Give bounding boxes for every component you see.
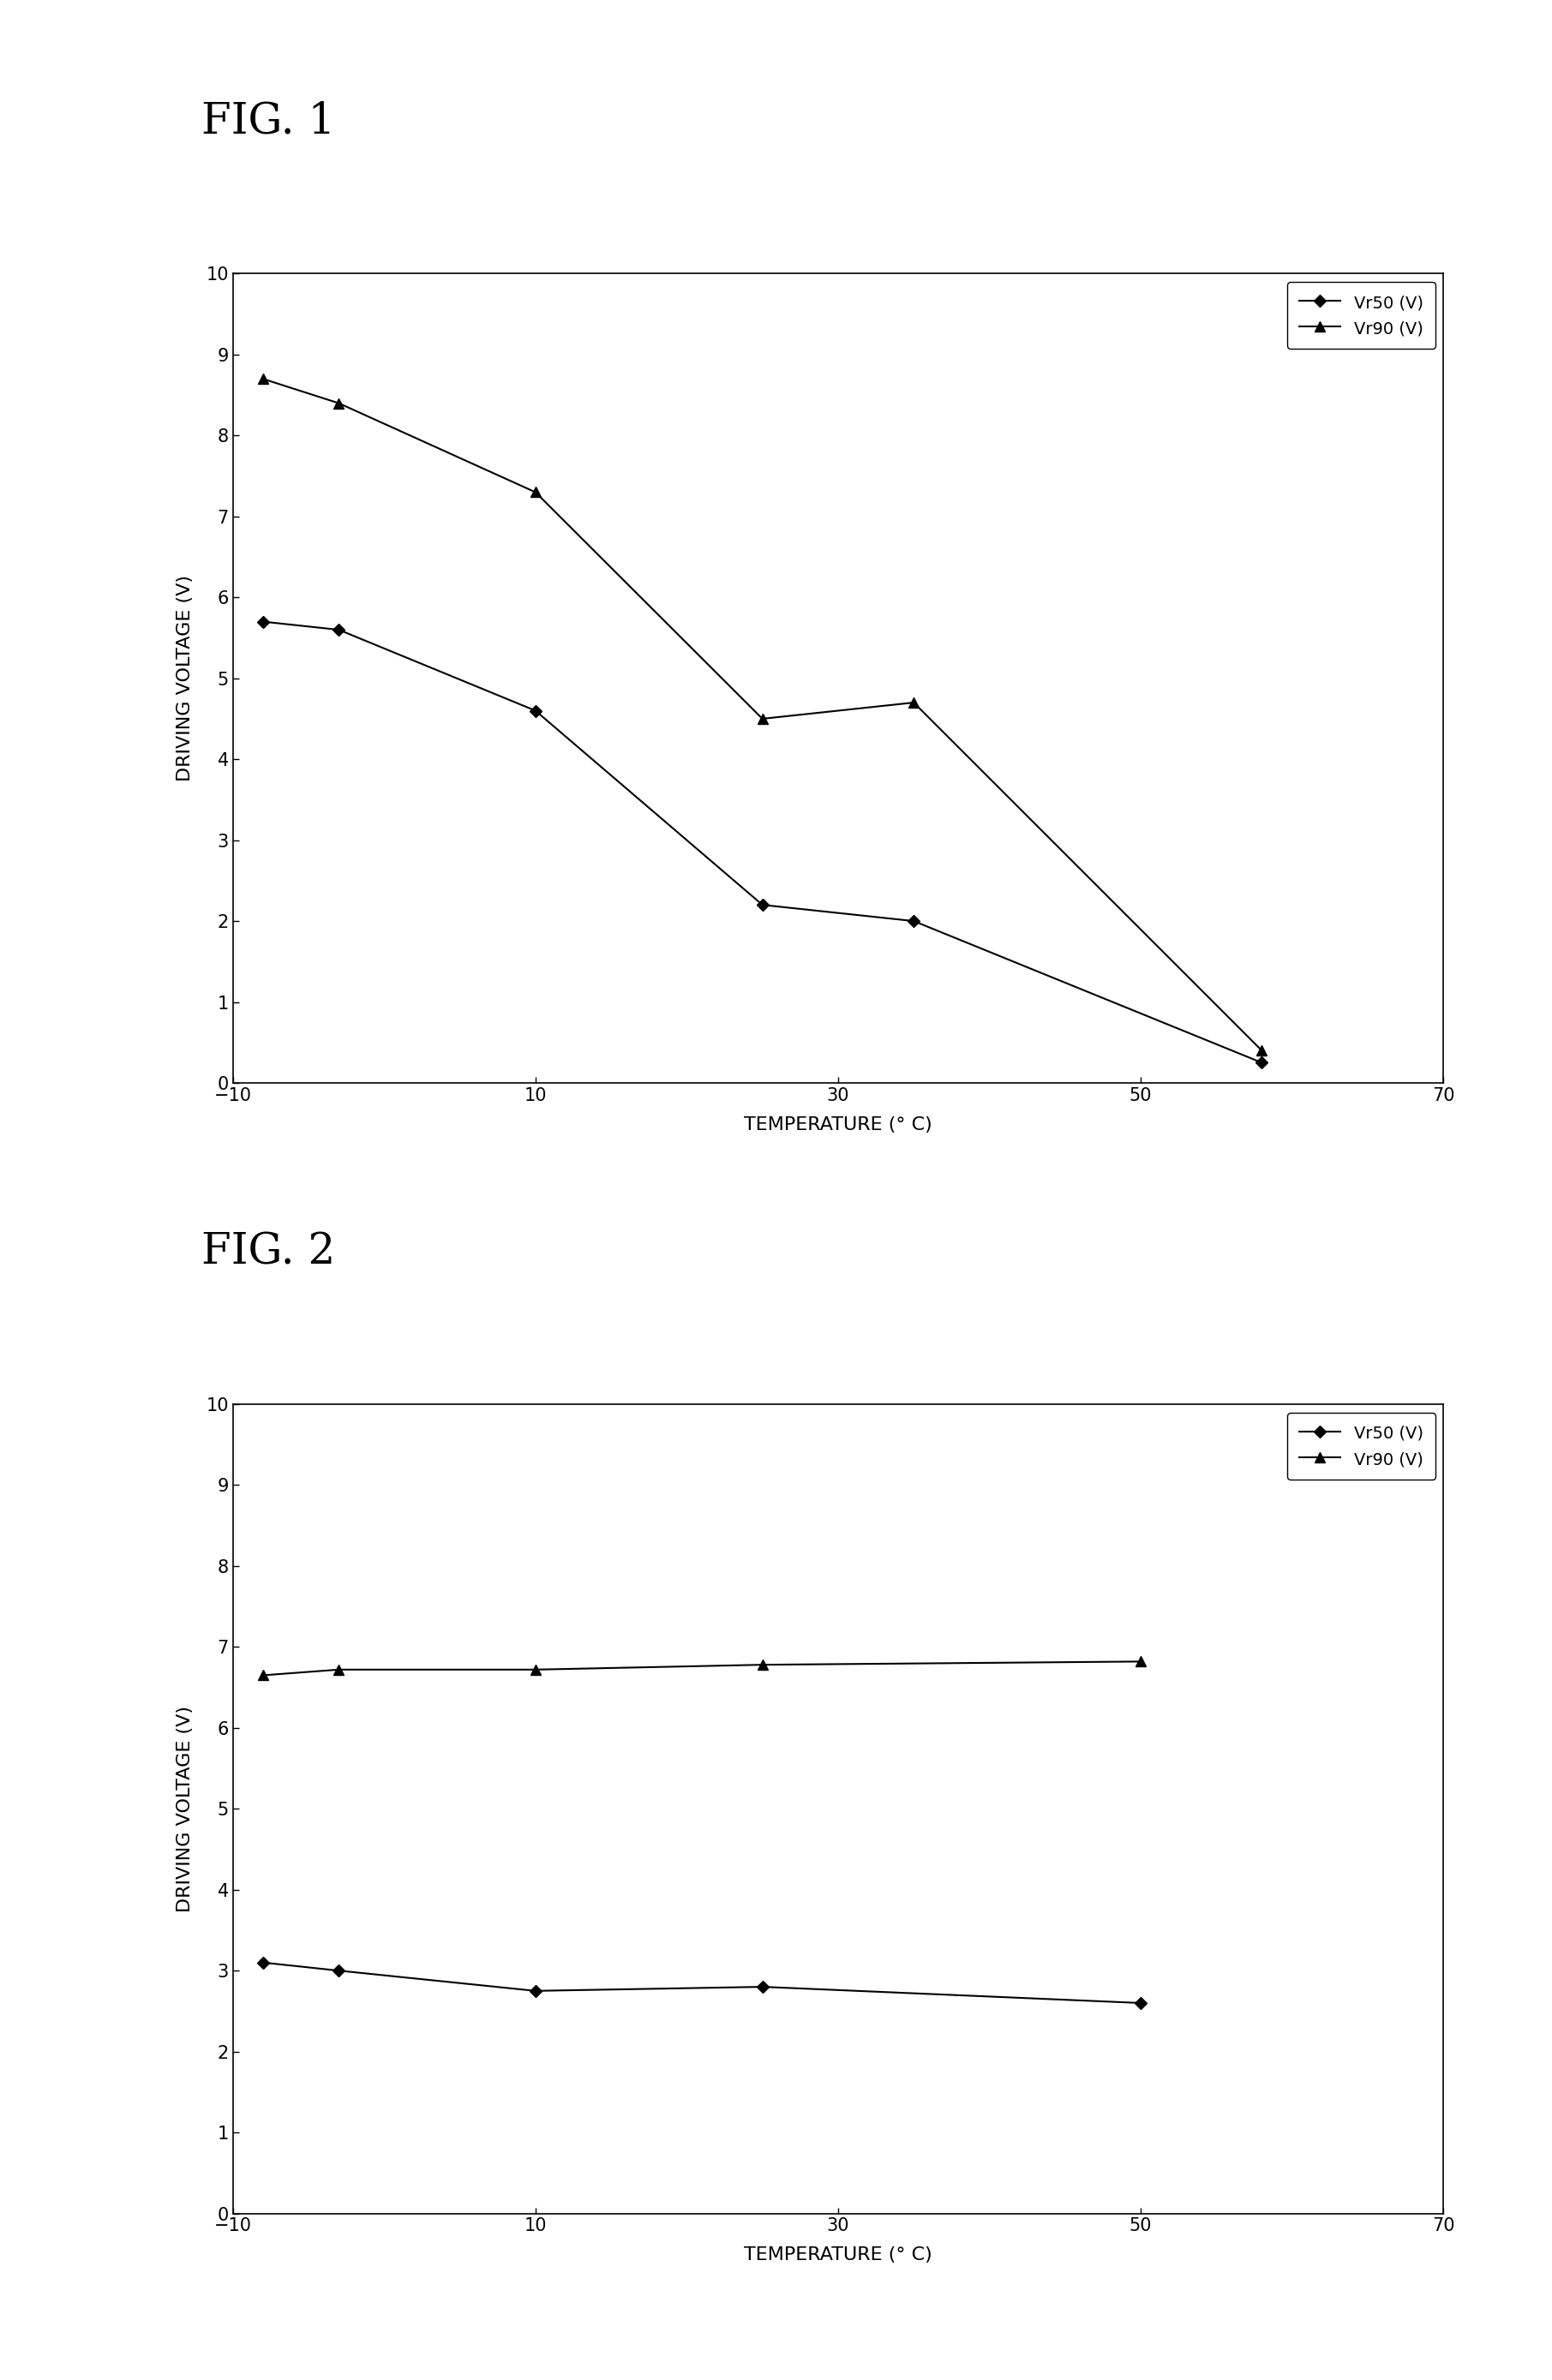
Vr50 (V) <box>1131 1990 1150 2018</box>
Line: Vr90 (V): Vr90 (V) <box>258 1656 1145 1680</box>
Legend: Vr50 (V), Vr90 (V): Vr50 (V), Vr90 (V) <box>1287 281 1436 350</box>
Vr90 (V) <box>753 704 771 733</box>
Vr50 (V) <box>905 907 923 935</box>
Vr90 (V) <box>753 1649 771 1678</box>
Vr50 (V) <box>253 1949 273 1978</box>
Text: FIG. 1: FIG. 1 <box>202 100 335 143</box>
Text: FIG. 2: FIG. 2 <box>202 1230 335 1273</box>
Line: Vr50 (V): Vr50 (V) <box>259 1959 1145 2006</box>
Vr50 (V) <box>753 1973 771 2002</box>
Legend: Vr50 (V), Vr90 (V): Vr50 (V), Vr90 (V) <box>1287 1411 1436 1480</box>
Vr90 (V) <box>1252 1035 1271 1064</box>
Vr90 (V) <box>1131 1647 1150 1676</box>
Vr90 (V) <box>329 388 348 416</box>
Vr50 (V) <box>526 1975 545 2004</box>
Vr50 (V) <box>253 607 273 635</box>
Vr90 (V) <box>526 478 545 507</box>
Vr50 (V) <box>753 890 771 919</box>
Vr50 (V) <box>329 616 348 645</box>
X-axis label: TEMPERATURE (° C): TEMPERATURE (° C) <box>743 1116 933 1133</box>
Vr50 (V) <box>526 697 545 726</box>
Vr50 (V) <box>1252 1047 1271 1076</box>
Vr90 (V) <box>526 1656 545 1685</box>
Vr90 (V) <box>253 364 273 393</box>
X-axis label: TEMPERATURE (° C): TEMPERATURE (° C) <box>743 2247 933 2263</box>
Vr90 (V) <box>253 1661 273 1690</box>
Y-axis label: DRIVING VOLTAGE (V): DRIVING VOLTAGE (V) <box>177 576 194 781</box>
Vr90 (V) <box>905 688 923 716</box>
Line: Vr90 (V): Vr90 (V) <box>258 374 1266 1057</box>
Y-axis label: DRIVING VOLTAGE (V): DRIVING VOLTAGE (V) <box>177 1706 194 1911</box>
Vr50 (V) <box>329 1956 348 1985</box>
Line: Vr50 (V): Vr50 (V) <box>259 616 1266 1066</box>
Vr90 (V) <box>329 1656 348 1685</box>
